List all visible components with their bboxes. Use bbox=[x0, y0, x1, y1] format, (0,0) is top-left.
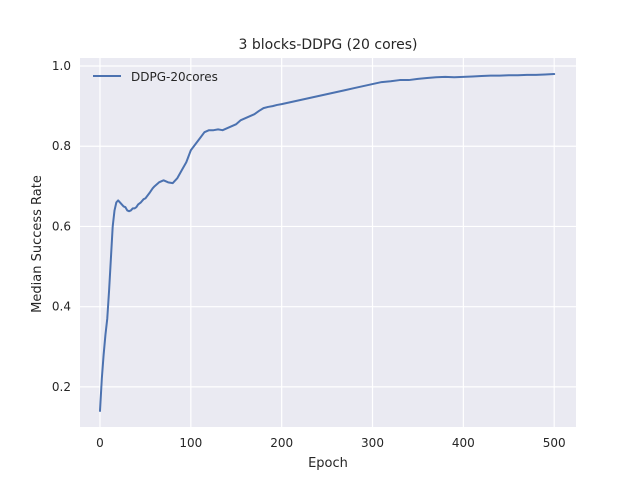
x-tick-label: 200 bbox=[270, 436, 293, 450]
series-layer bbox=[98, 73, 556, 412]
y-tick-label: 0.4 bbox=[52, 300, 71, 314]
y-tick-label: 0.2 bbox=[52, 380, 71, 394]
legend-label-ddpg-20cores: DDPG-20cores bbox=[131, 70, 218, 84]
x-tick-label: 400 bbox=[452, 436, 475, 450]
chart-title: 3 blocks-DDPG (20 cores) bbox=[239, 37, 418, 53]
x-tick-label: 0 bbox=[96, 436, 104, 450]
plot-area bbox=[80, 58, 576, 427]
y-tick-label: 0.6 bbox=[52, 219, 71, 233]
grid-lines bbox=[80, 58, 576, 427]
x-tick-label: 500 bbox=[543, 436, 566, 450]
y-tick-label: 0.8 bbox=[52, 139, 71, 153]
x-tick-label: 300 bbox=[361, 436, 384, 450]
x-tick-label: 100 bbox=[179, 436, 202, 450]
series-line-ddpg-20cores bbox=[98, 73, 556, 412]
x-axis-label: Epoch bbox=[308, 456, 348, 471]
legend: DDPG-20cores bbox=[93, 70, 218, 84]
y-tick-labels: 0.2 0.4 0.6 0.8 1.0 bbox=[52, 59, 71, 394]
y-axis-label: Median Success Rate bbox=[30, 175, 45, 313]
y-tick-label: 1.0 bbox=[52, 59, 71, 73]
x-tick-labels: 0 100 200 300 400 500 bbox=[96, 436, 565, 450]
